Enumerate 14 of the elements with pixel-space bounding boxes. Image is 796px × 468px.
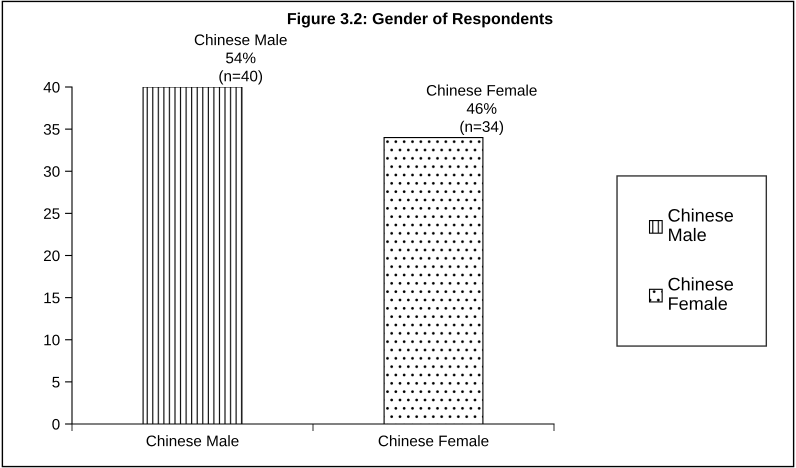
data-label: Chinese Female 46% (n=34) [426,84,537,136]
legend-label: Chinese Male [668,208,734,242]
y-tick-label: 15 [44,292,60,304]
y-tick-label: 20 [44,250,60,262]
y-tick-label: 10 [44,334,60,346]
data-label: Chinese Male 54% (n=40) [194,34,287,84]
y-tick-label: 0 [52,418,60,430]
legend-label: Chinese Female [668,277,734,310]
y-tick-label: 25 [44,208,60,220]
y-tick-label: 40 [44,82,60,93]
y-tick-label: 35 [44,124,60,135]
chart-title: Figure 3.2: Gender of Respondents [288,12,552,28]
y-tick-label: 5 [52,376,60,388]
y-tick-label: 30 [44,166,60,177]
